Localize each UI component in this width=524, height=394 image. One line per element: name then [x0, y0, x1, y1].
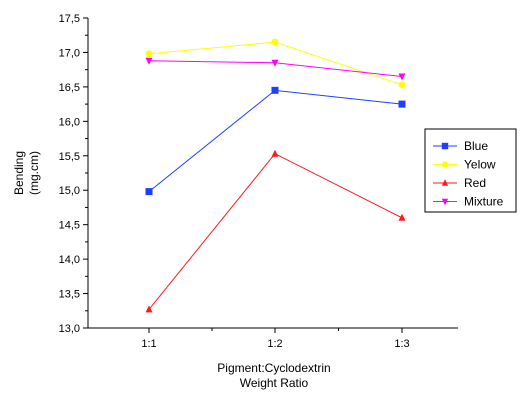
y-tick-label: 14,5 [59, 220, 80, 232]
y-tick-label: 15,5 [59, 151, 80, 163]
legend-label-red: Red [464, 176, 486, 190]
series-red [145, 149, 406, 313]
data-point-yelow [271, 38, 279, 46]
legend-marker-red [441, 179, 449, 186]
y-axis-ticks: 13,0 13,5 14,0 14,5 15,0 15,5 16,0 16,5 17,0 17,5 [59, 13, 88, 335]
series-line-red [148, 153, 403, 310]
x-tick-label: 1:1 [141, 338, 156, 350]
y-tick-label: 15,0 [59, 185, 80, 197]
data-point-blue [145, 188, 153, 196]
data-point-blue [271, 86, 279, 94]
data-point-mixture [271, 59, 279, 67]
data-point-mixture [398, 73, 406, 81]
data-point-yelow [145, 50, 153, 58]
series-blue [145, 86, 406, 196]
y-tick-label: 17,0 [59, 47, 80, 59]
legend: Blue Yelow Red Mixture [424, 128, 517, 213]
series-yelow [145, 38, 406, 89]
y-tick-label: 17,5 [59, 13, 80, 25]
series-line-blue [148, 89, 403, 192]
x-axis-title-line-1: Pigment:Cyclodextrin [217, 361, 330, 375]
data-point-yelow [398, 81, 406, 89]
legend-marker-blue [441, 142, 449, 150]
y-tick-label: 14,0 [59, 254, 80, 266]
x-tick-label: 1:3 [394, 338, 409, 350]
legend-box [424, 128, 517, 213]
legend-label-yelow: Yelow [464, 158, 496, 172]
series-mixture [145, 57, 406, 81]
data-point-blue [398, 100, 406, 108]
legend-label-blue: Blue [464, 139, 488, 153]
legend-label-mixture: Mixture [464, 195, 504, 209]
y-axis-title-line-1: Bending [12, 151, 26, 195]
data-point-red [145, 305, 153, 313]
x-axis-title-line-2: Weight Ratio [240, 376, 309, 390]
x-tick-label: 1:2 [267, 338, 282, 350]
y-tick-label: 13,5 [59, 289, 80, 301]
legend-marker-mixture [441, 198, 449, 206]
y-axis-title-line-2: (mg.cm) [27, 151, 41, 195]
data-point-mixture [145, 57, 153, 65]
x-axis-ticks: 1:1 1:2 1:3 [141, 328, 410, 350]
series-layer [145, 38, 406, 313]
data-point-red [398, 213, 406, 221]
data-point-red [271, 149, 279, 157]
y-tick-label: 16,0 [59, 116, 80, 128]
legend-marker-yelow [441, 161, 449, 168]
y-tick-label: 16,5 [59, 82, 80, 94]
y-tick-label: 13,0 [59, 323, 80, 335]
